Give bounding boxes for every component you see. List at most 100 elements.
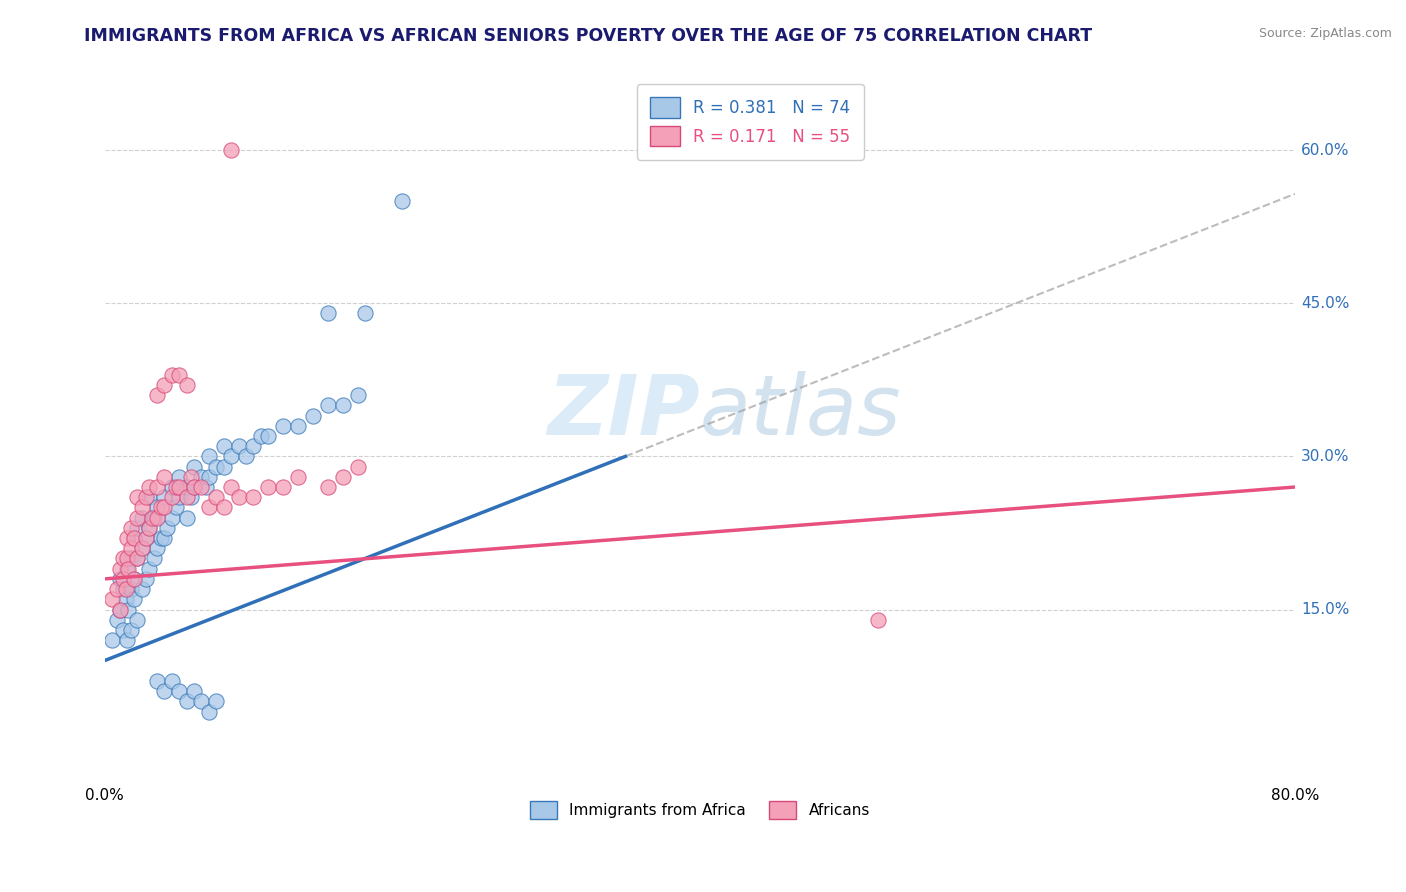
Point [190, 480, 212, 494]
Text: 30.0%: 30.0% [1301, 449, 1350, 464]
Point [108, 602, 131, 616]
Point [228, 439, 250, 453]
Text: Source: ZipAtlas.com: Source: ZipAtlas.com [1258, 27, 1392, 40]
Point [257, 480, 280, 494]
Point [160, 480, 183, 494]
Point [115, 551, 138, 566]
Point [131, 510, 153, 524]
Point [316, 306, 339, 320]
Point [176, 378, 198, 392]
Point [316, 480, 339, 494]
Point [180, 490, 202, 504]
Point [302, 409, 325, 423]
Point [242, 439, 264, 453]
Point [257, 429, 280, 443]
Point [124, 572, 146, 586]
Point [153, 490, 176, 504]
Point [354, 306, 377, 320]
Point [127, 613, 149, 627]
Point [228, 490, 250, 504]
Point [138, 490, 160, 504]
Point [142, 551, 165, 566]
Text: atlas: atlas [700, 371, 901, 452]
Point [115, 531, 138, 545]
Point [124, 531, 146, 545]
Point [145, 510, 167, 524]
Point [105, 582, 128, 596]
Point [219, 450, 242, 464]
Point [212, 500, 235, 515]
Point [156, 521, 179, 535]
Point [124, 531, 146, 545]
Point [127, 551, 149, 566]
Legend: Immigrants from Africa, Africans: Immigrants from Africa, Africans [523, 795, 876, 825]
Point [111, 582, 134, 596]
Point [167, 470, 190, 484]
Point [108, 562, 131, 576]
Point [183, 480, 205, 494]
Point [183, 684, 205, 698]
Point [346, 388, 368, 402]
Point [198, 705, 221, 719]
Point [198, 450, 221, 464]
Point [176, 694, 198, 708]
Point [219, 480, 242, 494]
Point [145, 500, 167, 515]
Point [135, 531, 157, 545]
Point [150, 531, 173, 545]
Point [167, 684, 190, 698]
Point [135, 531, 157, 545]
Point [111, 623, 134, 637]
Point [165, 500, 187, 515]
Point [120, 551, 142, 566]
Point [332, 398, 354, 412]
Point [167, 480, 190, 494]
Point [250, 429, 273, 443]
Point [165, 480, 187, 494]
Point [108, 572, 131, 586]
Point [332, 470, 354, 484]
Point [124, 592, 146, 607]
Point [131, 541, 153, 556]
Point [153, 531, 176, 545]
Point [127, 510, 149, 524]
Point [153, 500, 176, 515]
Point [391, 194, 413, 209]
Point [212, 439, 235, 453]
Point [167, 368, 190, 382]
Text: 15.0%: 15.0% [1301, 602, 1350, 617]
Point [198, 470, 221, 484]
Point [287, 418, 309, 433]
Point [111, 551, 134, 566]
Point [145, 673, 167, 688]
Point [205, 490, 228, 504]
Point [142, 510, 165, 524]
Point [127, 551, 149, 566]
Point [120, 582, 142, 596]
Point [135, 490, 157, 504]
Point [242, 490, 264, 504]
Point [117, 562, 139, 576]
Point [138, 521, 160, 535]
Point [160, 490, 183, 504]
Point [124, 572, 146, 586]
Text: IMMIGRANTS FROM AFRICA VS AFRICAN SENIORS POVERTY OVER THE AGE OF 75 CORRELATION: IMMIGRANTS FROM AFRICA VS AFRICAN SENIOR… [84, 27, 1092, 45]
Point [127, 521, 149, 535]
Point [153, 470, 176, 484]
Point [120, 541, 142, 556]
Point [120, 521, 142, 535]
Point [153, 378, 176, 392]
Point [183, 480, 205, 494]
Point [105, 613, 128, 627]
Point [160, 673, 183, 688]
Point [167, 490, 190, 504]
Point [131, 582, 153, 596]
Point [160, 510, 183, 524]
Point [114, 582, 136, 596]
Point [219, 143, 242, 157]
Point [145, 541, 167, 556]
Point [205, 694, 228, 708]
Point [115, 562, 138, 576]
Point [271, 418, 294, 433]
Point [101, 633, 124, 648]
